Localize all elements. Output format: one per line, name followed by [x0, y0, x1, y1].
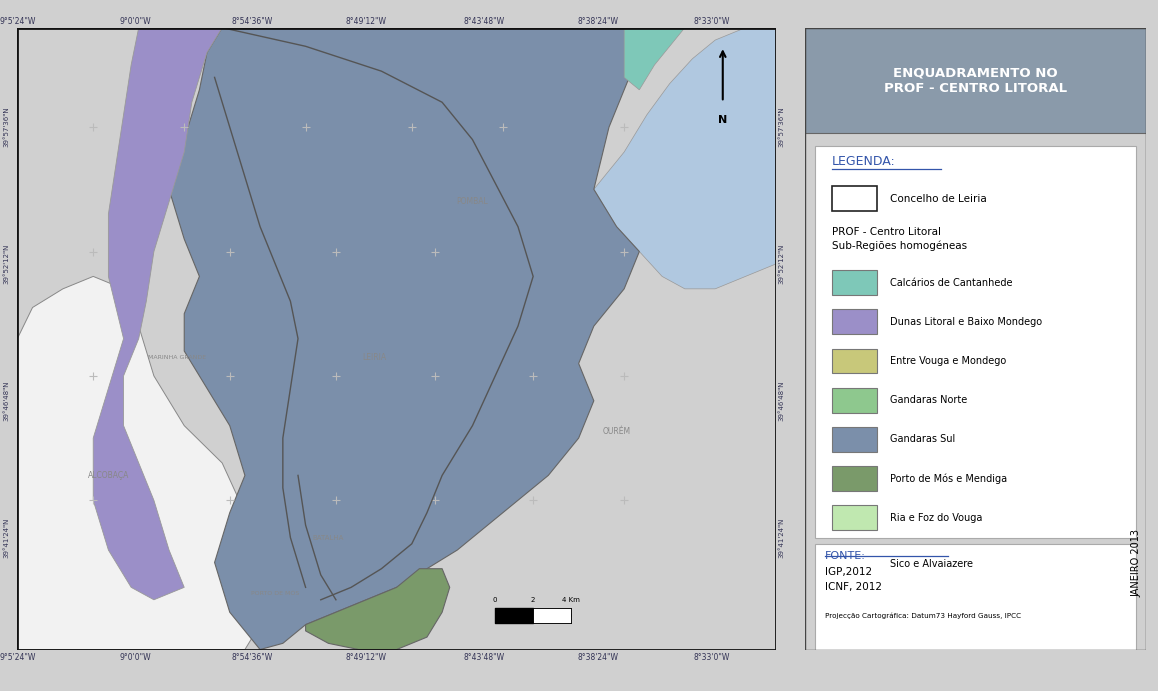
Bar — [833, 348, 877, 373]
Text: 8°33'0"W: 8°33'0"W — [694, 17, 730, 26]
Text: Calcários de Cantanhede: Calcários de Cantanhede — [891, 278, 1013, 287]
Text: 8°38'24"W: 8°38'24"W — [577, 17, 618, 26]
Text: 8°43'48"W: 8°43'48"W — [463, 17, 505, 26]
Bar — [833, 388, 877, 413]
Text: 4 Km: 4 Km — [562, 596, 580, 603]
Text: 8°49'12"W: 8°49'12"W — [346, 653, 387, 662]
Text: 39°52'12"N: 39°52'12"N — [778, 244, 784, 284]
Text: 8°38'24"W: 8°38'24"W — [577, 653, 618, 662]
Text: Concelho de Leiria: Concelho de Leiria — [891, 193, 987, 204]
Text: 9°5'24"W: 9°5'24"W — [0, 653, 36, 662]
Polygon shape — [624, 28, 684, 90]
Bar — [833, 270, 877, 295]
Text: Dunas Litoral e Baixo Mondego: Dunas Litoral e Baixo Mondego — [891, 316, 1042, 327]
Text: Gandaras Sul: Gandaras Sul — [891, 435, 955, 444]
Text: 39°52'12"N: 39°52'12"N — [3, 244, 9, 284]
Bar — [815, 544, 1136, 650]
Polygon shape — [93, 28, 222, 600]
Text: Entre Vouga e Mondego: Entre Vouga e Mondego — [891, 356, 1006, 366]
Polygon shape — [306, 569, 449, 650]
Bar — [833, 552, 877, 577]
Text: PROF - Centro Litoral
Sub-Regiões homogéneas: PROF - Centro Litoral Sub-Regiões homogé… — [833, 227, 967, 251]
Bar — [805, 28, 1146, 133]
Bar — [833, 427, 877, 452]
Text: ENQUADRAMENTO NO
PROF - CENTRO LITORAL: ENQUADRAMENTO NO PROF - CENTRO LITORAL — [884, 66, 1068, 95]
Text: 9°0'0"W: 9°0'0"W — [119, 17, 151, 26]
Text: FONTE:: FONTE: — [826, 551, 866, 561]
Bar — [833, 187, 877, 211]
Text: ICNF, 2012: ICNF, 2012 — [826, 583, 882, 592]
Polygon shape — [169, 28, 639, 650]
Text: LEGENDA:: LEGENDA: — [833, 155, 896, 168]
Text: Sico e Alvaiazere: Sico e Alvaiazere — [891, 559, 973, 569]
Text: Gandaras Norte: Gandaras Norte — [891, 395, 967, 405]
Text: 9°0'0"W: 9°0'0"W — [119, 653, 151, 662]
Text: 8°54'36"W: 8°54'36"W — [232, 17, 273, 26]
Text: Porto de Mós e Mendiga: Porto de Mós e Mendiga — [891, 473, 1007, 484]
Text: Projecção Cartográfica: Datum73 Hayford Gauss, IPCC: Projecção Cartográfica: Datum73 Hayford … — [826, 612, 1021, 618]
Text: Ria e Foz do Vouga: Ria e Foz do Vouga — [891, 513, 983, 522]
Text: MARINHA GRANDE: MARINHA GRANDE — [147, 354, 206, 360]
Text: 8°43'48"W: 8°43'48"W — [463, 653, 505, 662]
Text: 0: 0 — [493, 596, 498, 603]
Text: IGP,2012: IGP,2012 — [826, 567, 872, 578]
Text: 8°33'0"W: 8°33'0"W — [694, 653, 730, 662]
Text: 39°46'48"N: 39°46'48"N — [3, 381, 9, 421]
Text: BATALHA: BATALHA — [313, 535, 344, 540]
Bar — [833, 505, 877, 530]
Text: 2: 2 — [532, 596, 535, 603]
Text: 8°54'36"W: 8°54'36"W — [232, 653, 273, 662]
Bar — [815, 146, 1136, 538]
Polygon shape — [594, 28, 776, 289]
Bar — [833, 310, 877, 334]
Text: 39°46'48"N: 39°46'48"N — [778, 381, 784, 421]
Text: 39°41'24"N: 39°41'24"N — [3, 518, 9, 558]
Text: 39°41'24"N: 39°41'24"N — [778, 518, 784, 558]
Text: PORTO DE MÓS: PORTO DE MÓS — [251, 591, 300, 596]
Bar — [833, 466, 877, 491]
Text: LEIRIA: LEIRIA — [361, 352, 386, 362]
Text: 39°57'36"N: 39°57'36"N — [778, 107, 784, 147]
Text: 8°49'12"W: 8°49'12"W — [346, 17, 387, 26]
Text: 9°5'24"W: 9°5'24"W — [0, 17, 36, 26]
Text: POMBAL: POMBAL — [456, 197, 489, 207]
Text: ALCOBAÇA: ALCOBAÇA — [88, 471, 129, 480]
Text: N: N — [718, 115, 727, 124]
Text: JANEIRO 2013: JANEIRO 2013 — [1131, 529, 1141, 597]
Text: 39°57'36"N: 39°57'36"N — [3, 107, 9, 147]
Polygon shape — [17, 276, 267, 650]
Text: OURÉM: OURÉM — [602, 427, 631, 437]
